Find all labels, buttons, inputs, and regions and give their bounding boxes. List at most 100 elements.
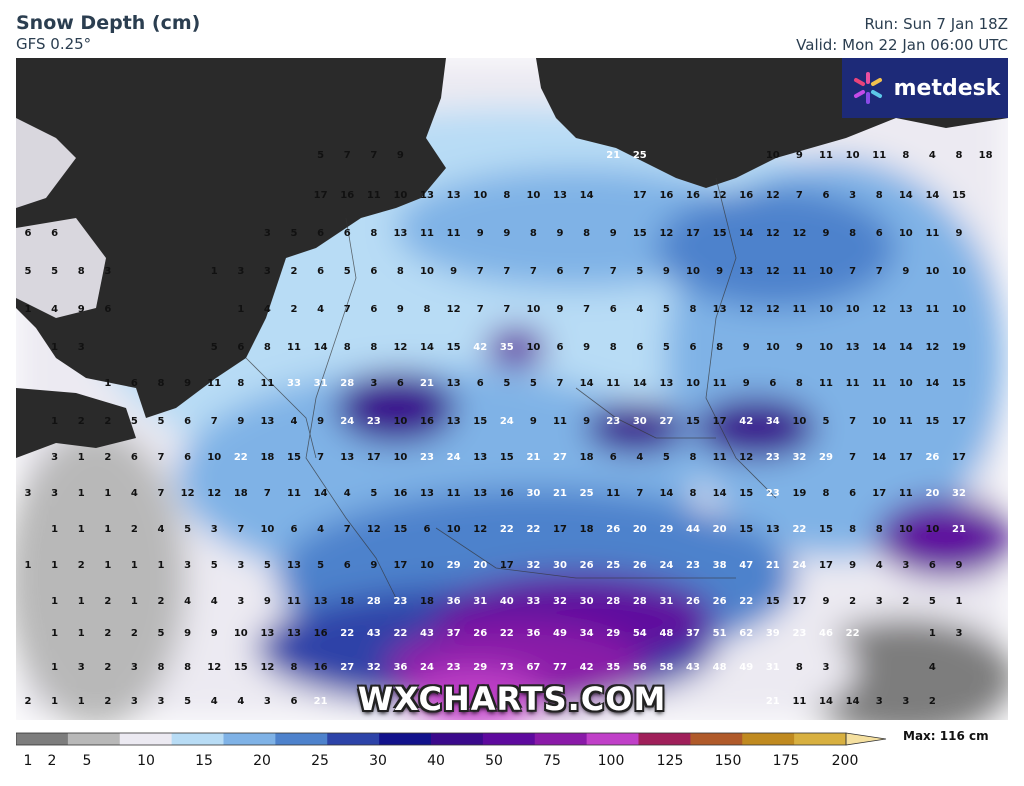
snow-depth-value: 16 — [420, 416, 434, 427]
snow-depth-value: 12 — [739, 452, 753, 463]
snow-depth-value: 62 — [739, 628, 753, 639]
snow-depth-value: 33 — [526, 596, 540, 607]
snow-depth-value: 5 — [636, 266, 643, 277]
snow-depth-value: 9 — [849, 560, 856, 571]
snow-depth-value: 3 — [158, 696, 165, 707]
snow-depth-value: 49 — [739, 662, 753, 673]
snow-depth-value: 4 — [158, 524, 165, 535]
snow-depth-value: 3 — [131, 662, 138, 673]
snow-depth-value: 34 — [580, 628, 594, 639]
snow-depth-value: 35 — [500, 342, 514, 353]
snow-depth-value: 3 — [876, 596, 883, 607]
snow-depth-value: 10 — [526, 190, 540, 201]
snow-depth-value: 6 — [25, 228, 32, 239]
snow-depth-value: 22 — [846, 628, 860, 639]
snow-depth-value: 8 — [716, 342, 723, 353]
snow-depth-value: 26 — [686, 596, 700, 607]
snow-depth-value: 10 — [234, 628, 248, 639]
snow-depth-value: 17 — [686, 228, 700, 239]
snow-depth-value: 11 — [447, 488, 461, 499]
snow-depth-value: 13 — [447, 416, 461, 427]
snow-depth-value: 2 — [291, 266, 298, 277]
snow-depth-value: 22 — [792, 524, 806, 535]
snow-depth-value: 29 — [819, 452, 833, 463]
snow-depth-value: 1 — [25, 304, 32, 315]
snow-depth-value: 12 — [207, 662, 221, 673]
snow-depth-value: 6 — [104, 304, 111, 315]
snow-depth-value: 15 — [739, 488, 753, 499]
snow-depth-value: 6 — [317, 228, 324, 239]
legend-tick-label: 30 — [369, 753, 387, 769]
snow-depth-value: 14 — [819, 696, 833, 707]
snow-depth-value: 26 — [606, 524, 620, 535]
snow-depth-value: 6 — [849, 488, 856, 499]
snow-depth-value: 14 — [899, 342, 913, 353]
snow-depth-value: 3 — [184, 560, 191, 571]
snow-depth-value: 12 — [872, 304, 886, 315]
snow-depth-value: 2 — [104, 696, 111, 707]
snow-depth-value: 11 — [713, 378, 727, 389]
snow-depth-value: 16 — [686, 190, 700, 201]
snow-depth-value: 9 — [477, 228, 484, 239]
snow-depth-value: 11 — [925, 228, 939, 239]
snow-depth-value: 17 — [899, 452, 913, 463]
snow-depth-value: 10 — [393, 416, 407, 427]
north-sea — [16, 58, 446, 418]
snow-depth-value: 14 — [925, 378, 939, 389]
snow-depth-value: 7 — [849, 452, 856, 463]
snow-depth-value: 26 — [925, 452, 939, 463]
snow-depth-value: 10 — [819, 304, 833, 315]
snow-depth-value: 23 — [447, 662, 461, 673]
snow-depth-value: 7 — [317, 452, 324, 463]
snow-depth-value: 13 — [420, 190, 434, 201]
snow-depth-value: 13 — [287, 560, 301, 571]
legend-swatch — [638, 733, 691, 745]
snow-depth-value: 4 — [211, 596, 218, 607]
snow-depth-value: 5 — [530, 378, 537, 389]
snow-depth-value: 2 — [131, 628, 138, 639]
snow-depth-value: 13 — [260, 628, 274, 639]
snow-depth-value: 6 — [184, 416, 191, 427]
snow-depth-value: 11 — [207, 378, 221, 389]
snow-depth-value: 29 — [659, 524, 673, 535]
legend-tick-label: 1 — [23, 753, 33, 769]
snow-depth-value: 6 — [477, 378, 484, 389]
legend-swatch — [171, 733, 224, 745]
snow-depth-value: 32 — [952, 488, 966, 499]
snow-depth-value: 9 — [823, 228, 830, 239]
snow-depth-value: 43 — [686, 662, 700, 673]
snow-depth-value: 14 — [659, 488, 673, 499]
snow-depth-value: 29 — [473, 662, 487, 673]
snow-depth-value: 2 — [291, 304, 298, 315]
snow-depth-value: 28 — [340, 378, 354, 389]
snow-depth-value: 16 — [393, 488, 407, 499]
snow-depth-value: 3 — [264, 266, 271, 277]
snow-depth-value: 11 — [792, 696, 806, 707]
snow-depth-value: 7 — [370, 150, 377, 161]
snow-depth-value: 18 — [420, 596, 434, 607]
snow-depth-value: 24 — [340, 416, 354, 427]
snow-depth-value: 3 — [104, 266, 111, 277]
snow-depth-value: 44 — [686, 524, 700, 535]
legend-swatch — [534, 733, 588, 745]
snow-depth-value: 8 — [690, 488, 697, 499]
legend-tick-label: 100 — [597, 753, 625, 769]
snow-depth-value: 15 — [686, 416, 700, 427]
snow-depth-value: 6 — [131, 452, 138, 463]
snow-depth-value: 12 — [181, 488, 195, 499]
snow-depth-value: 27 — [340, 662, 354, 673]
snow-depth-value: 10 — [766, 150, 780, 161]
snow-depth-value: 7 — [610, 266, 617, 277]
legend-tick-label: 2 — [47, 753, 57, 769]
snow-depth-value: 23 — [420, 452, 434, 463]
snow-depth-value: 12 — [659, 228, 673, 239]
snow-depth-value: 1 — [131, 596, 138, 607]
snow-depth-value: 10 — [846, 304, 860, 315]
snow-depth-value: 7 — [583, 266, 590, 277]
land-patches — [16, 118, 106, 318]
snow-depth-value: 47 — [739, 560, 753, 571]
snow-depth-value: 5 — [370, 488, 377, 499]
snow-depth-value: 4 — [237, 696, 244, 707]
snow-depth-value: 9 — [583, 416, 590, 427]
snow-depth-value: 10 — [819, 266, 833, 277]
